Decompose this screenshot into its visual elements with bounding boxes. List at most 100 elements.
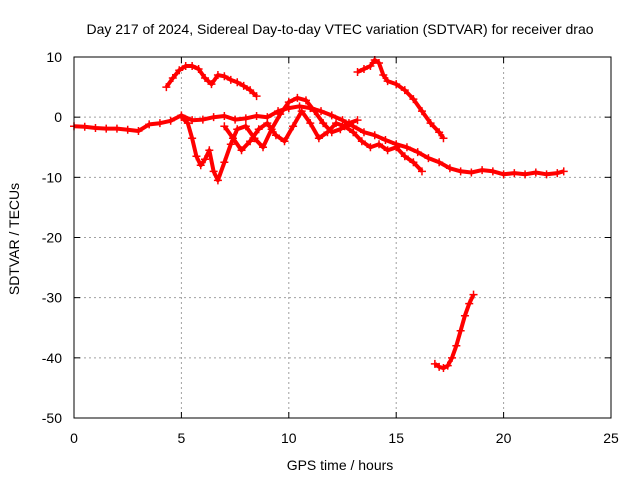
y-tick-label: 10 <box>46 49 62 65</box>
series-track-mid-a <box>220 107 426 176</box>
data-point <box>375 140 384 149</box>
data-point <box>263 119 272 128</box>
data-point <box>183 119 192 128</box>
data-point <box>488 167 497 176</box>
data-point <box>349 128 358 137</box>
data-point <box>112 124 121 133</box>
data-point <box>353 68 362 77</box>
data-point <box>499 170 508 179</box>
data-point <box>220 111 229 120</box>
data-point <box>252 111 261 120</box>
data-point <box>478 166 487 175</box>
data-point <box>145 120 154 129</box>
y-tick-label: -30 <box>42 290 62 306</box>
data-point <box>417 107 426 116</box>
data-point <box>289 122 298 131</box>
data-point <box>366 62 375 71</box>
data-point <box>175 66 184 75</box>
data-point <box>134 127 143 136</box>
data-point <box>521 170 530 179</box>
data-point <box>435 362 444 371</box>
data-point <box>379 71 388 80</box>
data-point <box>254 125 263 134</box>
grid-layer <box>74 57 611 418</box>
data-point <box>177 113 186 122</box>
data-point <box>439 364 448 373</box>
data-point <box>469 290 478 299</box>
tick-layer: 0 5 10 15 20 25 -50 -40 -30 -20 -10 0 10 <box>42 49 619 446</box>
data-point <box>252 92 261 101</box>
data-point <box>383 146 392 155</box>
data-layer <box>70 56 568 373</box>
data-point <box>531 168 540 177</box>
data-point <box>220 158 229 167</box>
series-track-base <box>70 102 568 179</box>
data-point <box>246 137 255 146</box>
data-point <box>155 119 164 128</box>
data-point <box>192 152 201 161</box>
data-point <box>198 115 207 124</box>
series-track-early-a <box>162 62 261 101</box>
data-point <box>314 134 323 143</box>
data-point <box>435 128 444 137</box>
data-point <box>510 169 519 178</box>
x-tick-label: 5 <box>178 430 186 446</box>
data-point <box>201 74 210 83</box>
chart-title: Day 217 of 2024, Sidereal Day-to-day VTE… <box>86 21 593 37</box>
data-point <box>201 155 210 164</box>
data-point <box>327 111 336 120</box>
data-point <box>553 169 562 178</box>
data-point <box>542 170 551 179</box>
x-tick-label: 25 <box>603 430 619 446</box>
data-point <box>424 154 433 163</box>
data-point <box>241 122 250 131</box>
x-axis-label: GPS time / hours <box>287 457 394 473</box>
x-tick-label: 0 <box>70 430 78 446</box>
series-track-low <box>430 290 478 373</box>
data-point <box>241 114 250 123</box>
data-point <box>280 137 289 146</box>
data-point <box>194 65 203 74</box>
data-point <box>443 361 452 370</box>
data-point <box>323 128 332 137</box>
x-tick-label: 20 <box>496 430 512 446</box>
data-point <box>231 115 240 124</box>
data-point <box>417 167 426 176</box>
data-point <box>188 116 197 125</box>
data-point <box>400 152 409 161</box>
data-point <box>209 113 218 122</box>
data-point <box>456 167 465 176</box>
data-point <box>383 77 392 86</box>
data-point <box>409 95 418 104</box>
data-point <box>456 326 465 335</box>
data-point <box>392 80 401 89</box>
data-point <box>435 158 444 167</box>
data-point <box>205 146 214 155</box>
data-point <box>166 116 175 125</box>
data-point <box>168 74 177 83</box>
data-point <box>448 353 457 362</box>
data-point <box>402 143 411 152</box>
data-point <box>213 176 222 185</box>
data-point <box>366 143 375 152</box>
data-point <box>233 78 242 87</box>
data-point <box>297 107 306 116</box>
data-point <box>559 167 568 176</box>
data-point <box>276 110 285 119</box>
series-track-early-b <box>177 93 362 185</box>
data-point <box>400 86 409 95</box>
data-point <box>319 119 328 128</box>
data-point <box>392 143 401 152</box>
data-point <box>359 65 368 74</box>
data-point <box>284 98 293 107</box>
data-point <box>102 124 111 133</box>
series-track-late-a <box>353 56 448 143</box>
series-line <box>180 95 359 183</box>
data-point <box>207 80 216 89</box>
data-point <box>357 137 366 146</box>
data-point <box>460 311 469 320</box>
data-point <box>370 131 379 140</box>
data-point <box>445 164 454 173</box>
data-point <box>196 161 205 170</box>
